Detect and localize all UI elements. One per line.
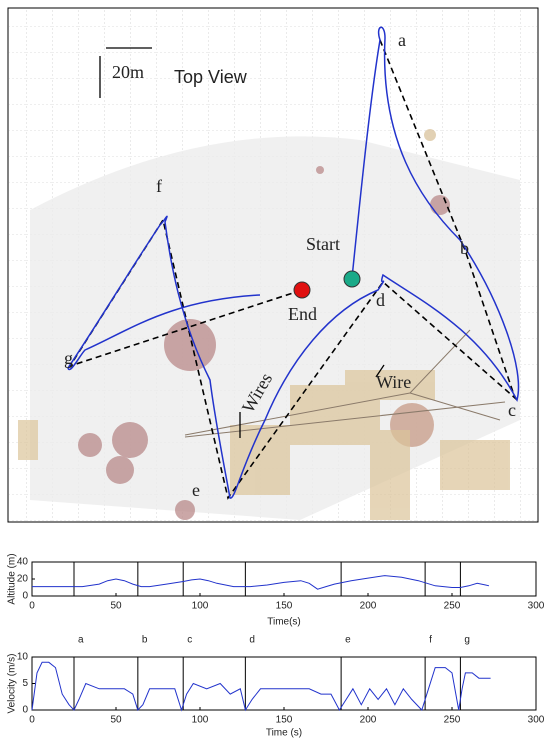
x-tick-label: 250 (444, 601, 461, 612)
map: 20m Top View a b c d e f g Start End Wir… (8, 8, 538, 522)
x-axis-label: Time (s) (266, 728, 302, 739)
segment-label: g (464, 635, 470, 646)
segment-label: a (78, 635, 84, 646)
segment-label: e (345, 635, 351, 646)
y-tick-label: 10 (17, 652, 29, 663)
end-marker (294, 282, 310, 298)
y-tick-label: 5 (22, 678, 28, 689)
end-label: End (288, 304, 317, 324)
start-label: Start (306, 234, 340, 254)
x-tick-label: 300 (528, 601, 545, 612)
x-tick-label: 100 (192, 715, 209, 726)
waypoint-label: e (192, 480, 200, 500)
y-tick-label: 0 (22, 591, 28, 602)
x-tick-label: 100 (192, 601, 209, 612)
x-tick-label: 200 (360, 715, 377, 726)
waypoint-label: a (398, 30, 406, 50)
x-tick-label: 150 (276, 715, 293, 726)
map-title: Top View (174, 67, 248, 87)
x-tick-label: 150 (276, 601, 293, 612)
x-tick-label: 50 (110, 715, 122, 726)
y-tick-label: 40 (17, 557, 29, 568)
x-tick-label: 200 (360, 601, 377, 612)
y-tick-label: 20 (17, 574, 29, 585)
data-line (32, 576, 489, 590)
y-axis-label: Altitude (m) (7, 553, 18, 604)
waypoint-label: g (64, 348, 73, 368)
scale-label: 20m (112, 62, 144, 82)
waypoint-label: b (460, 238, 469, 258)
segment-label: f (429, 635, 432, 646)
x-tick-label: 250 (444, 715, 461, 726)
y-axis-label: Velocity (m/s) (7, 653, 18, 713)
wire-label: Wire (376, 372, 411, 392)
x-tick-label: 0 (29, 715, 35, 726)
waypoint-label: c (508, 400, 516, 420)
y-tick-label: 0 (22, 705, 28, 716)
segment-label: c (187, 635, 192, 646)
x-tick-label: 50 (110, 601, 122, 612)
figure: 20m Top View a b c d e f g Start End Wir… (0, 0, 548, 740)
x-tick-label: 0 (29, 601, 35, 612)
page: 20m Top View a b c d e f g Start End Wir… (0, 0, 548, 740)
start-marker (344, 271, 360, 287)
waypoint-label: f (156, 176, 162, 196)
segment-label: d (249, 635, 255, 646)
waypoint-label: d (376, 290, 385, 310)
data-line (32, 662, 491, 710)
segment-label: b (142, 635, 148, 646)
x-axis-label: Time(s) (267, 617, 301, 628)
x-tick-label: 300 (528, 715, 545, 726)
